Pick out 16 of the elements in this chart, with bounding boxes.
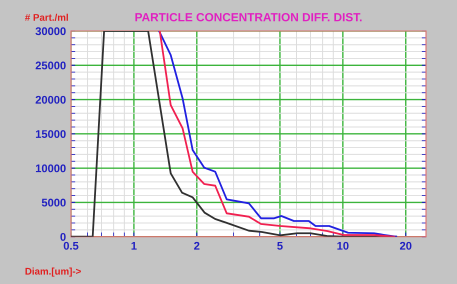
x-axis-title: Diam.[um]->: [26, 268, 81, 277]
y-tick-label: 10000: [36, 164, 66, 172]
x-tick-label: 0.5: [64, 242, 78, 250]
x-tick-label: 20: [400, 242, 412, 250]
y-tick-label: 20000: [36, 96, 66, 104]
y-tick-label: 15000: [36, 130, 66, 138]
y-tick-label: 0: [60, 232, 66, 241]
y-tick-label: 30000: [36, 27, 66, 36]
x-tick-label: 1: [132, 242, 137, 250]
x-tick-label: 2: [194, 242, 200, 250]
y-tick-label: 5000: [42, 198, 66, 207]
y-tick-label: 25000: [36, 62, 66, 70]
x-tick-label: 5: [277, 242, 283, 250]
y-axis-title: # Part./ml: [25, 14, 68, 21]
x-tick-label: 10: [337, 242, 349, 250]
chart-title: PARTICLE CONCENTRATION DIFF. DIST.: [135, 13, 362, 22]
